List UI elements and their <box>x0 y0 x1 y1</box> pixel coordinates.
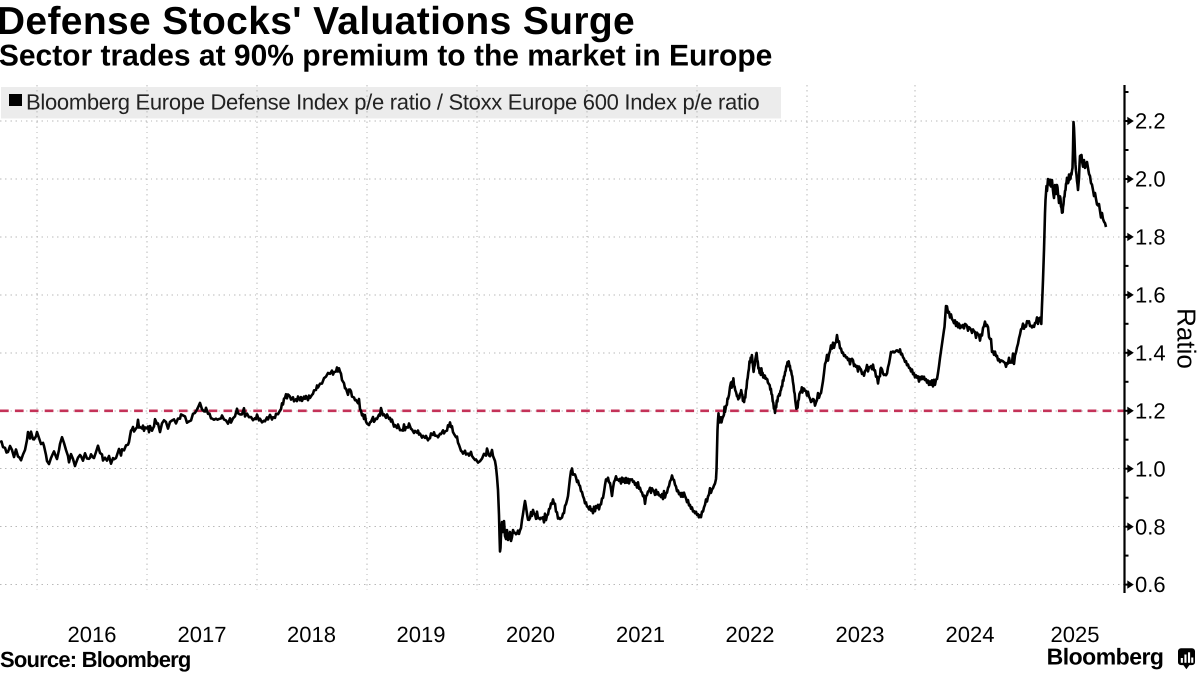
svg-text:Source: Bloomberg: Source: Bloomberg <box>0 647 191 672</box>
svg-text:1.4: 1.4 <box>1135 340 1166 365</box>
svg-text:0.6: 0.6 <box>1135 572 1166 597</box>
svg-text:1.6: 1.6 <box>1135 283 1166 308</box>
svg-text:1.2: 1.2 <box>1135 398 1166 423</box>
svg-text:2024: 2024 <box>946 622 995 647</box>
svg-text:Sector trades at 90% premium t: Sector trades at 90% premium to the mark… <box>0 40 772 73</box>
svg-text:2.2: 2.2 <box>1135 109 1166 134</box>
svg-text:2022: 2022 <box>726 622 775 647</box>
svg-text:Bloomberg: Bloomberg <box>1047 644 1164 670</box>
svg-text:2.0: 2.0 <box>1135 167 1166 192</box>
svg-text:2017: 2017 <box>178 622 227 647</box>
svg-text:2018: 2018 <box>287 622 336 647</box>
svg-text:1.8: 1.8 <box>1135 225 1166 250</box>
svg-text:2020: 2020 <box>506 622 555 647</box>
svg-text:2016: 2016 <box>68 622 117 647</box>
svg-text:Bloomberg Europe Defense Index: Bloomberg Europe Defense Index p/e ratio… <box>26 90 759 115</box>
svg-text:Ratio: Ratio <box>1172 308 1198 369</box>
svg-text:2025: 2025 <box>1051 622 1100 647</box>
svg-text:2023: 2023 <box>836 622 885 647</box>
svg-text:Defense Stocks' Valuations Sur: Defense Stocks' Valuations Surge <box>0 0 635 43</box>
svg-text:2021: 2021 <box>616 622 665 647</box>
svg-text:2019: 2019 <box>397 622 446 647</box>
svg-text:1.0: 1.0 <box>1135 456 1166 481</box>
svg-text:0.8: 0.8 <box>1135 514 1166 539</box>
